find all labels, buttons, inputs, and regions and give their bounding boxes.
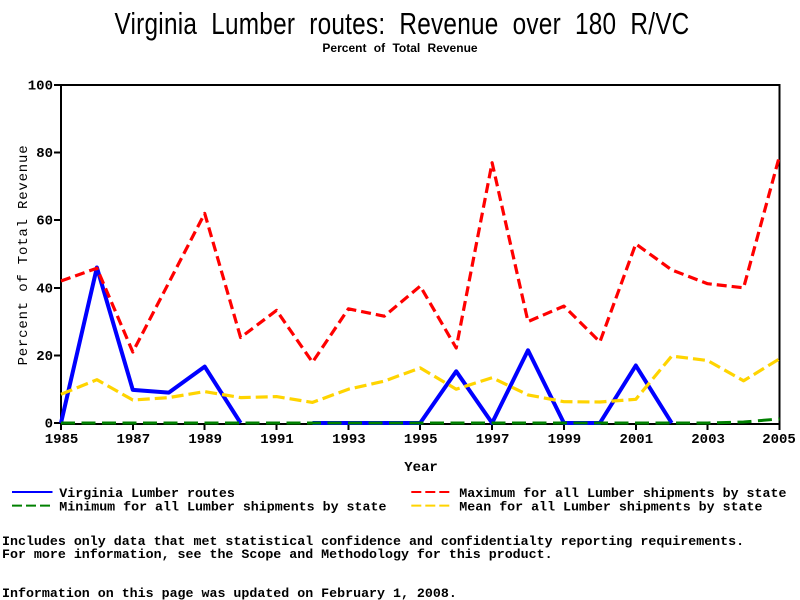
svg-text:20: 20: [36, 349, 53, 365]
svg-text:1991: 1991: [260, 432, 294, 448]
svg-text:Includes only data that met st: Includes only data that met statistical …: [2, 534, 744, 549]
svg-text:Percent of Total Revenue: Percent of Total Revenue: [16, 145, 32, 366]
svg-text:For more information, see the: For more information, see the Scope and …: [2, 547, 553, 562]
svg-text:2003: 2003: [691, 432, 725, 448]
svg-text:Year: Year: [404, 460, 438, 476]
svg-text:40: 40: [36, 281, 53, 297]
svg-text:Maximum for all Lumber shipmen: Maximum for all Lumber shipments by stat…: [459, 486, 786, 501]
svg-text:80: 80: [36, 146, 53, 162]
svg-text:0: 0: [45, 417, 53, 433]
svg-text:1999: 1999: [548, 432, 582, 448]
svg-text:100: 100: [28, 79, 53, 95]
svg-text:Virginia Lumber routes: Revenu: Virginia Lumber routes: Revenue over 180…: [115, 6, 690, 41]
svg-text:1993: 1993: [332, 432, 366, 448]
svg-text:Percent of Total Revenue: Percent of Total Revenue: [322, 41, 477, 55]
svg-text:Minimum for all Lumber shipmen: Minimum for all Lumber shipments by stat…: [59, 500, 386, 515]
svg-text:1989: 1989: [188, 432, 222, 448]
svg-text:2001: 2001: [619, 432, 653, 448]
svg-text:60: 60: [36, 214, 53, 230]
svg-text:1995: 1995: [404, 432, 438, 448]
svg-text:Information on this page was u: Information on this page was updated on …: [2, 586, 457, 600]
svg-text:1987: 1987: [116, 432, 150, 448]
svg-text:Mean for all Lumber shipments: Mean for all Lumber shipments by state: [459, 500, 762, 515]
svg-text:1997: 1997: [476, 432, 510, 448]
svg-text:2005: 2005: [762, 432, 796, 448]
svg-text:Virginia Lumber routes: Virginia Lumber routes: [59, 486, 235, 501]
svg-text:1985: 1985: [45, 432, 79, 448]
